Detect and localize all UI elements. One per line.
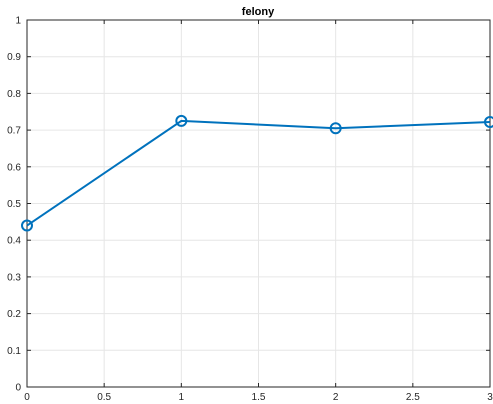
axis-ticks: 0 0.5 1 1.5 2 2.5 3 0 0.1 0.2 0.3 0.4 0.5 0.6 0.7 0.8 0.…	[7, 16, 493, 404]
y-tick-label: 0.7	[7, 126, 21, 137]
x-tick-label: 3	[487, 392, 493, 403]
y-tick-label: 0.3	[7, 272, 21, 283]
x-tick-label: 2	[333, 392, 339, 403]
series-line	[26, 119, 491, 227]
x-tick-label: 0	[24, 392, 30, 403]
y-tick-label: 1	[15, 16, 21, 27]
grid-lines	[27, 20, 490, 387]
y-tick-label: 0.6	[7, 162, 21, 173]
data-series	[21, 114, 493, 232]
data-point-marker	[175, 114, 188, 127]
x-tick-label: 0.5	[97, 392, 111, 403]
chart-title: felony	[242, 6, 275, 18]
y-tick-label: 0	[15, 383, 21, 394]
x-tick-label: 1.5	[252, 392, 266, 403]
data-point-marker	[329, 122, 342, 135]
x-tick-label: 2.5	[406, 392, 420, 403]
data-point-marker	[484, 116, 493, 129]
y-tick-label: 0.2	[7, 309, 21, 320]
data-point-marker	[21, 219, 33, 232]
y-tick-label: 0.4	[7, 236, 21, 247]
x-tick-label: 1	[179, 392, 185, 403]
y-tick-label: 0.8	[7, 89, 21, 100]
y-tick-label: 0.9	[7, 52, 21, 63]
y-tick-label: 0.5	[7, 199, 21, 210]
y-tick-label: 0.1	[7, 346, 21, 357]
